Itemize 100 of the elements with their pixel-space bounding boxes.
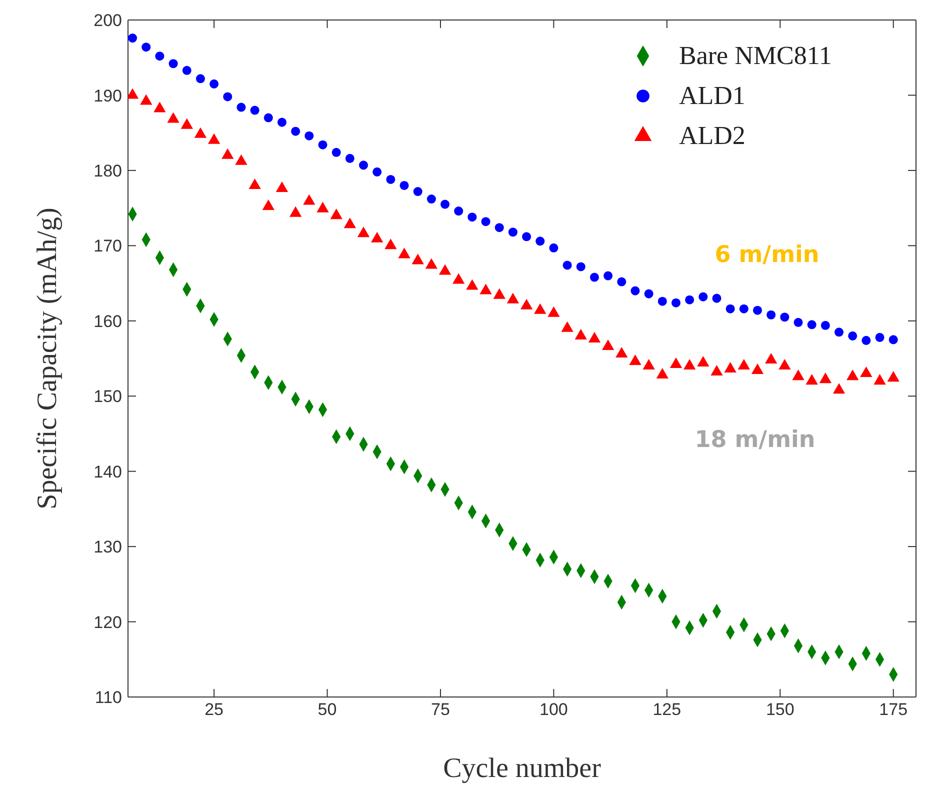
point — [590, 272, 599, 282]
point — [739, 304, 748, 314]
point — [345, 154, 354, 163]
x-axis-title: Cycle number — [443, 752, 602, 784]
point — [154, 102, 166, 112]
point — [506, 292, 520, 304]
point — [549, 243, 558, 252]
point — [604, 271, 613, 280]
point — [536, 236, 545, 246]
point — [248, 178, 261, 189]
point — [712, 294, 722, 303]
point — [766, 310, 776, 320]
y-tick-label: 170 — [94, 236, 122, 256]
point — [616, 346, 628, 358]
point — [642, 359, 655, 370]
x-tick-label: 100 — [540, 700, 568, 720]
point — [698, 292, 708, 302]
point — [671, 298, 680, 308]
point — [670, 358, 682, 368]
point — [820, 320, 830, 330]
point — [710, 365, 723, 376]
point — [182, 66, 192, 75]
point — [332, 148, 341, 157]
point — [330, 208, 342, 220]
y-tick-label: 130 — [94, 538, 122, 557]
point — [534, 303, 546, 314]
point — [752, 306, 762, 315]
point — [656, 368, 668, 379]
point — [522, 232, 532, 242]
point — [196, 74, 205, 84]
point — [468, 212, 477, 222]
x-tick-label: 75 — [431, 700, 450, 720]
legend-label: ALD2 — [679, 121, 746, 151]
point — [235, 154, 248, 165]
point — [223, 92, 232, 102]
point — [384, 238, 397, 250]
annotation: 18 m/min — [694, 427, 816, 453]
point — [846, 370, 859, 380]
y-tick-label: 150 — [94, 387, 122, 406]
point — [208, 133, 220, 144]
point — [630, 286, 640, 296]
point — [400, 180, 409, 190]
point — [697, 356, 710, 367]
point — [358, 160, 368, 170]
point — [318, 140, 328, 150]
point — [262, 200, 274, 210]
point — [426, 194, 436, 204]
point — [778, 359, 791, 370]
point — [860, 366, 872, 378]
point — [724, 362, 736, 373]
point — [304, 131, 314, 140]
point — [222, 148, 234, 159]
point — [508, 228, 518, 237]
point — [155, 52, 164, 61]
point — [168, 59, 178, 68]
point — [276, 181, 288, 192]
point — [548, 306, 560, 317]
point — [561, 321, 574, 332]
y-axis-title: Specific Capacity (mAh/g) — [32, 208, 63, 510]
point — [264, 113, 273, 122]
point — [140, 94, 152, 105]
point — [466, 279, 478, 290]
point — [520, 298, 533, 310]
point — [751, 364, 764, 374]
y-tick-label: 140 — [94, 462, 122, 482]
point — [357, 226, 370, 238]
point — [588, 332, 601, 342]
x-tick-label: 175 — [879, 700, 908, 720]
y-tick-label: 200 — [94, 11, 122, 30]
point — [481, 217, 490, 226]
point — [848, 331, 858, 340]
point — [819, 372, 832, 384]
point — [644, 289, 654, 298]
point — [792, 370, 804, 380]
point — [344, 218, 356, 228]
y-tick-label: 110 — [94, 688, 122, 708]
point — [780, 312, 790, 322]
point — [413, 187, 422, 196]
x-tick-label: 150 — [766, 700, 794, 720]
y-tick-label: 190 — [94, 86, 122, 106]
point — [210, 79, 219, 88]
point — [794, 318, 803, 327]
point — [494, 223, 504, 232]
point — [875, 332, 884, 342]
point — [316, 202, 329, 212]
point — [738, 359, 750, 370]
point — [807, 320, 816, 330]
y-tick-label: 180 — [94, 161, 122, 180]
point — [617, 277, 626, 286]
point — [806, 374, 818, 385]
point — [602, 339, 614, 350]
y-tick-label: 160 — [94, 312, 122, 331]
point — [167, 112, 180, 123]
point — [685, 295, 694, 304]
point — [303, 194, 316, 205]
point — [128, 88, 139, 99]
annotation: 6 m/min — [714, 242, 820, 268]
x-tick-label: 50 — [318, 700, 337, 720]
x-tick-label: 125 — [652, 700, 682, 720]
point — [834, 328, 844, 337]
